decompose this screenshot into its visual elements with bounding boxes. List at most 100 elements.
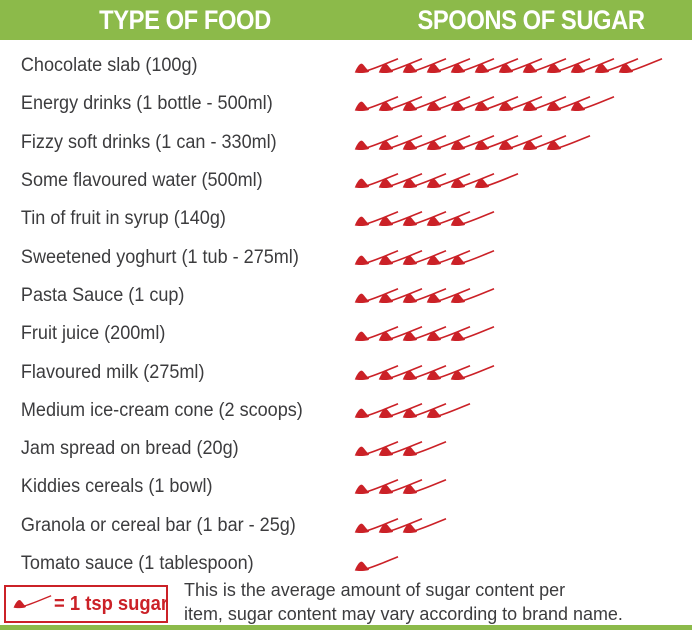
spoon-icon (450, 173, 495, 189)
spoon-row (353, 401, 471, 421)
spoon-icon (402, 287, 447, 303)
footnote-line-1: This is the average amount of sugar cont… (184, 579, 566, 600)
food-table: Chocolate slab (100g) (0, 40, 692, 583)
spoon-icon (426, 211, 471, 227)
legend-label: = 1 tsp sugar (54, 592, 169, 615)
spoon-icon (378, 96, 423, 112)
table-row: Flavoured milk (275ml) (0, 353, 692, 391)
table-row: Sweetened yoghurt (1 tub - 275ml) (0, 238, 692, 276)
food-label: Flavoured milk (275ml) (20, 361, 205, 383)
spoon-row (353, 248, 495, 268)
table-row: Tomato sauce (1 tablespoon) (0, 545, 692, 583)
spoon-icon (354, 249, 399, 265)
spoon-icon (522, 96, 567, 112)
food-label: Medium ice-cream cone (2 scoops) (20, 399, 303, 421)
spoon-icon (354, 134, 399, 150)
spoon-icon (618, 58, 663, 74)
spoon-icon (13, 594, 52, 608)
spoon-icon (378, 517, 423, 533)
table-row: Some flavoured water (500ml) (0, 162, 692, 200)
spoon-icon (354, 326, 399, 342)
spoon-row (353, 286, 495, 306)
spoon-icon (402, 249, 447, 265)
spoon-icon (402, 517, 447, 533)
spoon-icon (354, 517, 399, 533)
spoon-icon (546, 134, 591, 150)
spoon-row (353, 324, 495, 344)
food-label: Granola or cereal bar (1 bar - 25g) (20, 514, 296, 536)
spoon-icon (426, 173, 471, 189)
spoon-icon (402, 134, 447, 150)
spoon-icon (378, 249, 423, 265)
footer: = 1 tsp sugar This is the average amount… (0, 577, 692, 626)
spoon-icon (498, 58, 543, 74)
spoon-icon (378, 326, 423, 342)
spoon-icon (450, 96, 495, 112)
spoon-icon (402, 96, 447, 112)
spoon-icon (570, 96, 615, 112)
spoon-icon (498, 134, 543, 150)
spoon-icon (378, 364, 423, 380)
spoon-row (353, 94, 615, 114)
spoon-icon (426, 249, 471, 265)
spoon-icon (426, 96, 471, 112)
spoon-icon (546, 58, 591, 74)
spoon-icon (378, 173, 423, 189)
spoon-icon (426, 364, 471, 380)
spoon-icon (498, 96, 543, 112)
spoon-icon (474, 173, 519, 189)
footnote-line-2: item, sugar content may vary according t… (184, 603, 623, 624)
spoon-icon (450, 249, 495, 265)
spoon-icon (426, 58, 471, 74)
legend-spoon-slot (12, 593, 54, 616)
spoon-icon (570, 58, 615, 74)
spoon-icon (402, 173, 447, 189)
spoon-icon (450, 211, 495, 227)
spoon-icon (402, 211, 447, 227)
header-spoons-of-sugar: SPOONS OF SUGAR (417, 4, 645, 35)
spoon-row (353, 516, 447, 536)
spoon-icon (378, 58, 423, 74)
spoon-icon (474, 134, 519, 150)
spoon-icon (546, 96, 591, 112)
spoon-icon (378, 287, 423, 303)
food-label: Fizzy soft drinks (1 can - 330ml) (20, 131, 277, 153)
spoon-row (353, 56, 663, 76)
spoon-icon (450, 134, 495, 150)
spoon-icon (354, 58, 399, 74)
spoon-icon (378, 211, 423, 227)
table-row: Energy drinks (1 bottle - 500ml) (0, 85, 692, 123)
spoon-icon (354, 556, 399, 572)
spoon-icon (354, 287, 399, 303)
spoon-icon (426, 134, 471, 150)
table-row: Tin of fruit in syrup (140g) (0, 200, 692, 238)
food-label: Chocolate slab (100g) (20, 55, 198, 77)
spoon-icon (402, 441, 447, 457)
footnote: This is the average amount of sugar cont… (184, 578, 623, 626)
food-label: Pasta Sauce (1 cup) (20, 284, 185, 306)
bottom-green-strip (0, 625, 692, 630)
spoon-icon (522, 134, 567, 150)
food-label: Jam spread on bread (20g) (20, 438, 239, 460)
spoon-icon (354, 211, 399, 227)
spoon-icon (594, 58, 639, 74)
food-label: Some flavoured water (500ml) (20, 170, 263, 192)
spoon-row (353, 171, 519, 191)
food-label: Kiddies cereals (1 bowl) (20, 476, 213, 498)
spoon-icon (402, 364, 447, 380)
spoon-icon (402, 479, 447, 495)
spoon-row (353, 439, 447, 459)
food-label: Energy drinks (1 bottle - 500ml) (20, 93, 273, 115)
spoon-icon (426, 402, 471, 418)
spoon-icon (402, 58, 447, 74)
spoon-icon (354, 96, 399, 112)
spoon-icon (402, 402, 447, 418)
spoon-icon (354, 441, 399, 457)
spoon-icon (378, 402, 423, 418)
spoon-icon (450, 326, 495, 342)
spoon-icon (354, 364, 399, 380)
spoon-icon (450, 364, 495, 380)
header-type-of-food: TYPE OF FOOD (99, 4, 271, 35)
spoon-row (353, 133, 591, 153)
